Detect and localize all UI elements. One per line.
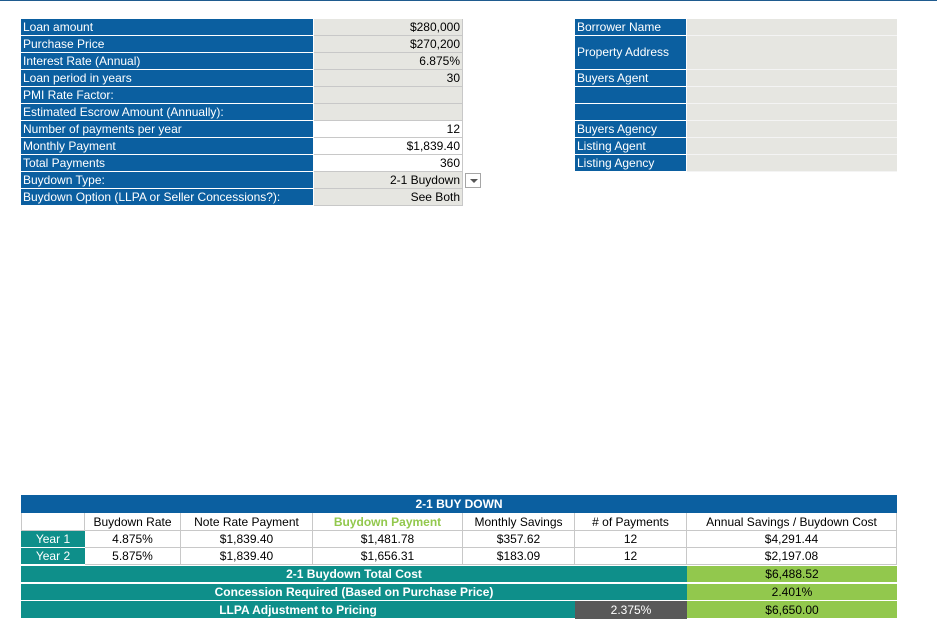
llpa-adjustment-label: LLPA Adjustment to Pricing — [21, 601, 575, 619]
listing-agency-cell[interactable] — [687, 155, 897, 172]
total-cost-value[interactable]: $6,488.52 — [687, 566, 897, 583]
pmi-rate-cell[interactable] — [314, 87, 463, 104]
year-2-buydown-payment[interactable]: $1,656.31 — [313, 548, 463, 565]
pmi-rate-label: PMI Rate Factor: — [21, 87, 314, 104]
top-border-line — [0, 0, 937, 1]
header-annual-savings: Annual Savings / Buydown Cost — [687, 513, 897, 531]
blank-cell-2[interactable] — [687, 104, 897, 121]
loan-amount-cell[interactable]: $280,000 — [314, 19, 463, 36]
blank-label-2 — [575, 104, 687, 121]
purchase-price-label: Purchase Price — [21, 36, 314, 53]
borrower-name-label: Borrower Name — [575, 19, 687, 36]
payments-per-year-cell[interactable]: 12 — [314, 121, 463, 138]
blank-cell-1[interactable] — [687, 87, 897, 104]
year-1-buydown-payment[interactable]: $1,481.78 — [313, 531, 463, 548]
listing-agent-label: Listing Agent — [575, 138, 687, 155]
buydown-option-label: Buydown Option (LLPA or Seller Concessio… — [21, 189, 314, 206]
interest-rate-label: Interest Rate (Annual) — [21, 53, 314, 70]
llpa-adjustment-value[interactable]: $6,650.00 — [687, 601, 897, 619]
buydown-type-dropdown-arrow-icon[interactable] — [465, 173, 481, 188]
interest-rate-cell[interactable]: 6.875% — [314, 53, 463, 70]
purchase-price-cell[interactable]: $270,200 — [314, 36, 463, 53]
total-payments-cell[interactable]: 360 — [314, 155, 463, 172]
year-2-number-of-payments[interactable]: 12 — [575, 548, 687, 565]
buydown-type-label: Buydown Type: — [21, 172, 314, 189]
year-1-note-rate-payment[interactable]: $1,839.40 — [181, 531, 313, 548]
listing-agency-label: Listing Agency — [575, 155, 687, 172]
blank-label-1 — [575, 87, 687, 104]
year-2-note-rate-payment[interactable]: $1,839.40 — [181, 548, 313, 565]
escrow-amount-cell[interactable] — [314, 104, 463, 121]
total-cost-label: 2-1 Buydown Total Cost — [21, 566, 687, 583]
loan-period-label: Loan period in years — [21, 70, 314, 87]
listing-agent-cell[interactable] — [687, 138, 897, 155]
year-1-buydown-rate[interactable]: 4.875% — [85, 531, 181, 548]
buyers-agency-cell[interactable] — [687, 121, 897, 138]
year-1-annual-savings[interactable]: $4,291.44 — [687, 531, 897, 548]
buydown-option-cell[interactable]: See Both — [314, 189, 463, 206]
total-payments-label: Total Payments — [21, 155, 314, 172]
payments-per-year-label: Number of payments per year — [21, 121, 314, 138]
buydown-type-cell[interactable]: 2-1 Buydown — [314, 172, 463, 189]
header-buydown-rate: Buydown Rate — [85, 513, 181, 531]
buyers-agency-label: Buyers Agency — [575, 121, 687, 138]
monthly-payment-cell[interactable]: $1,839.40 — [314, 138, 463, 155]
monthly-payment-label: Monthly Payment — [21, 138, 314, 155]
concession-required-value[interactable]: 2.401% — [687, 584, 897, 601]
year-2-annual-savings[interactable]: $2,197.08 — [687, 548, 897, 565]
year-2-buydown-rate[interactable]: 5.875% — [85, 548, 181, 565]
header-blank — [21, 513, 85, 531]
escrow-amount-label: Estimated Escrow Amount (Annually): — [21, 104, 314, 121]
buyers-agent-label: Buyers Agent — [575, 70, 687, 87]
loan-period-cell[interactable]: 30 — [314, 70, 463, 87]
header-number-of-payments: # of Payments — [575, 513, 687, 531]
year-1-number-of-payments[interactable]: 12 — [575, 531, 687, 548]
buyers-agent-cell[interactable] — [687, 70, 897, 87]
buydown-table-title: 2-1 BUY DOWN — [21, 495, 897, 513]
header-monthly-savings: Monthly Savings — [463, 513, 575, 531]
property-address-cell[interactable] — [687, 36, 897, 70]
property-address-label: Property Address — [575, 36, 687, 70]
borrower-name-cell[interactable] — [687, 19, 897, 36]
year-1-monthly-savings[interactable]: $357.62 — [463, 531, 575, 548]
year-1-label: Year 1 — [21, 531, 85, 548]
header-buydown-payment: Buydown Payment — [313, 513, 463, 531]
header-note-rate-payment: Note Rate Payment — [181, 513, 313, 531]
loan-amount-label: Loan amount — [21, 19, 314, 36]
llpa-adjustment-percent[interactable]: 2.375% — [575, 601, 687, 619]
concession-required-label: Concession Required (Based on Purchase P… — [21, 584, 687, 601]
year-2-monthly-savings[interactable]: $183.09 — [463, 548, 575, 565]
year-2-label: Year 2 — [21, 548, 85, 565]
